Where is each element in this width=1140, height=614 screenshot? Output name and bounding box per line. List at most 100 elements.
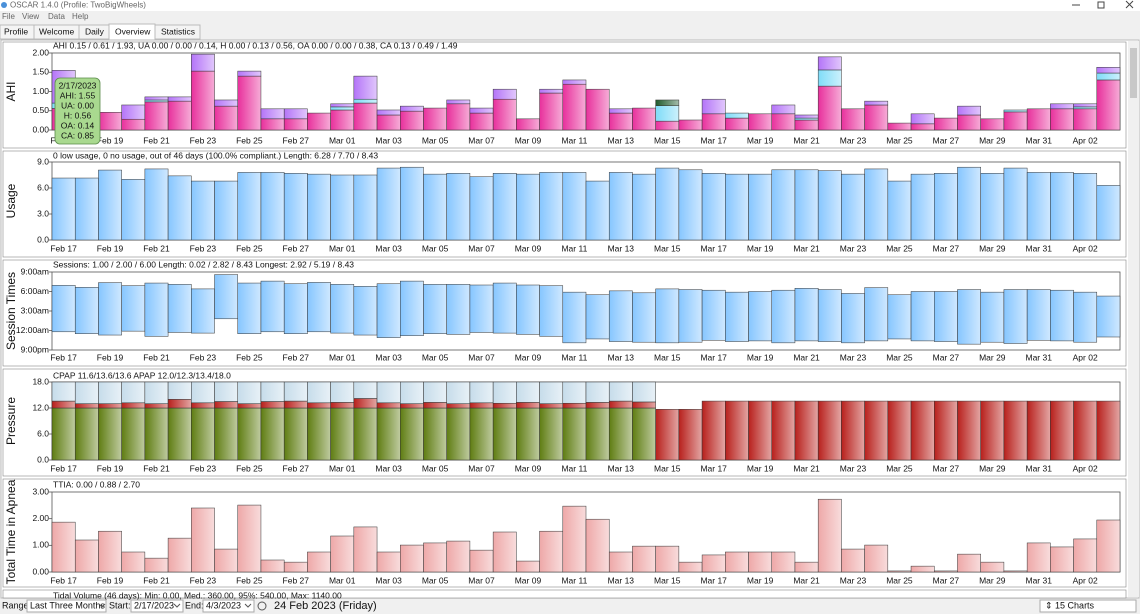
chart-header: 0 low usage, 0 no usage, out of 46 days … xyxy=(53,150,378,160)
bar xyxy=(771,169,796,241)
bar xyxy=(237,407,262,461)
menu-item[interactable]: Help xyxy=(72,12,89,21)
bar xyxy=(1096,295,1121,338)
x-tick-label: Mar 29 xyxy=(979,352,1006,362)
bar xyxy=(423,407,447,461)
x-tick-label: Feb 27 xyxy=(283,575,310,585)
bar xyxy=(307,381,331,404)
bar xyxy=(957,553,981,573)
x-tick-label: Mar 05 xyxy=(422,243,449,253)
bar xyxy=(353,75,378,100)
bar xyxy=(1096,72,1121,81)
y-tick-label: 18.0 xyxy=(32,376,49,386)
date-value[interactable]: 2/17/2023 xyxy=(134,600,174,610)
bar xyxy=(655,120,680,131)
bar xyxy=(608,108,633,114)
bar xyxy=(794,114,819,119)
x-tick-label: Feb 19 xyxy=(97,135,124,145)
bar xyxy=(307,402,331,409)
bar xyxy=(725,173,749,241)
charts-button-label[interactable]: ⇕ 15 Charts xyxy=(1045,600,1095,610)
dropdown-arrow[interactable] xyxy=(173,603,181,608)
x-tick-label: Mar 31 xyxy=(1026,352,1053,362)
bar xyxy=(121,285,146,332)
bar xyxy=(841,293,865,344)
reset-icon[interactable] xyxy=(257,601,267,611)
tab-label[interactable]: Profile xyxy=(4,26,28,36)
x-tick-label: Feb 27 xyxy=(283,243,310,253)
bar xyxy=(632,407,656,461)
bar xyxy=(980,400,1005,461)
maximize[interactable] xyxy=(1097,1,1105,9)
bar xyxy=(446,540,471,573)
x-tick-label: Mar 29 xyxy=(979,463,1006,473)
tab[interactable] xyxy=(154,24,201,40)
menu-item[interactable]: View xyxy=(22,12,39,21)
bar xyxy=(841,173,865,241)
bar xyxy=(701,289,726,341)
x-tick-label: Mar 05 xyxy=(422,135,449,145)
x-tick-label: Mar 19 xyxy=(747,243,774,253)
x-tick-label: Mar 07 xyxy=(468,243,495,253)
tab-label[interactable]: Overview xyxy=(115,26,151,36)
dropdown-arrow[interactable] xyxy=(244,603,252,608)
bar xyxy=(562,79,587,85)
bar xyxy=(492,98,517,131)
bar xyxy=(144,99,169,103)
x-tick-label: Mar 07 xyxy=(468,463,495,473)
x-tick-label: Mar 27 xyxy=(933,135,960,145)
scrollbar[interactable] xyxy=(1128,41,1139,597)
bar xyxy=(887,570,912,573)
bar xyxy=(934,400,958,461)
tab-label[interactable]: Statistics xyxy=(161,26,195,36)
x-tick-label: Mar 05 xyxy=(422,463,449,473)
x-tick-label: Mar 25 xyxy=(886,463,913,473)
charts-button[interactable] xyxy=(1039,599,1137,613)
charts: AHI 0.15 / 0.61 / 1.93, UA 0.00 / 0.00 /… xyxy=(2,40,1127,600)
bar xyxy=(632,545,656,573)
bar xyxy=(725,291,749,342)
tab-label[interactable]: Welcome xyxy=(39,26,75,36)
bar xyxy=(910,123,935,131)
scrollbar-thumb[interactable] xyxy=(1130,48,1137,98)
select-value[interactable]: Last Three Months xyxy=(30,600,105,610)
bar xyxy=(446,381,471,404)
bar xyxy=(214,381,238,402)
x-tick-label: Feb 23 xyxy=(190,463,217,473)
bar xyxy=(585,294,610,340)
y-tick-label: 9.0 xyxy=(37,156,49,166)
start-date[interactable] xyxy=(130,599,184,613)
x-tick-label: Feb 25 xyxy=(236,352,263,362)
bar xyxy=(1073,173,1098,241)
menu-item[interactable]: File xyxy=(2,12,15,21)
tooltip-line: UA: 0.00 xyxy=(61,100,94,110)
y-tick-label: 6.0 xyxy=(37,182,49,192)
y-tick-label: 0.00 xyxy=(32,124,49,134)
close[interactable] xyxy=(1125,0,1134,9)
bar xyxy=(794,561,819,573)
x-tick-label: Feb 23 xyxy=(190,243,217,253)
end-date[interactable] xyxy=(202,599,255,613)
bar xyxy=(771,289,796,344)
bar xyxy=(1050,172,1074,241)
bar xyxy=(539,92,564,131)
bar xyxy=(400,110,424,131)
bar xyxy=(353,174,378,241)
bar xyxy=(121,118,146,131)
x-tick-label: Apr 02 xyxy=(1073,352,1098,362)
bar xyxy=(1096,400,1121,461)
bar xyxy=(632,107,656,131)
x-tick-label: Apr 02 xyxy=(1073,463,1098,473)
bar xyxy=(934,173,958,241)
date-value[interactable]: 4/3/2023 xyxy=(206,600,241,610)
bar xyxy=(307,282,331,333)
tab-label[interactable]: Daily xyxy=(85,26,105,36)
range-select[interactable] xyxy=(26,599,107,613)
bar xyxy=(469,112,494,131)
dropdown-arrow[interactable] xyxy=(98,603,106,608)
bar xyxy=(260,280,285,333)
tooltip-line: CA: 0.85 xyxy=(61,130,94,140)
menu-item[interactable]: Data xyxy=(48,12,65,21)
x-tick-label: Feb 25 xyxy=(236,243,263,253)
bar xyxy=(539,172,564,241)
